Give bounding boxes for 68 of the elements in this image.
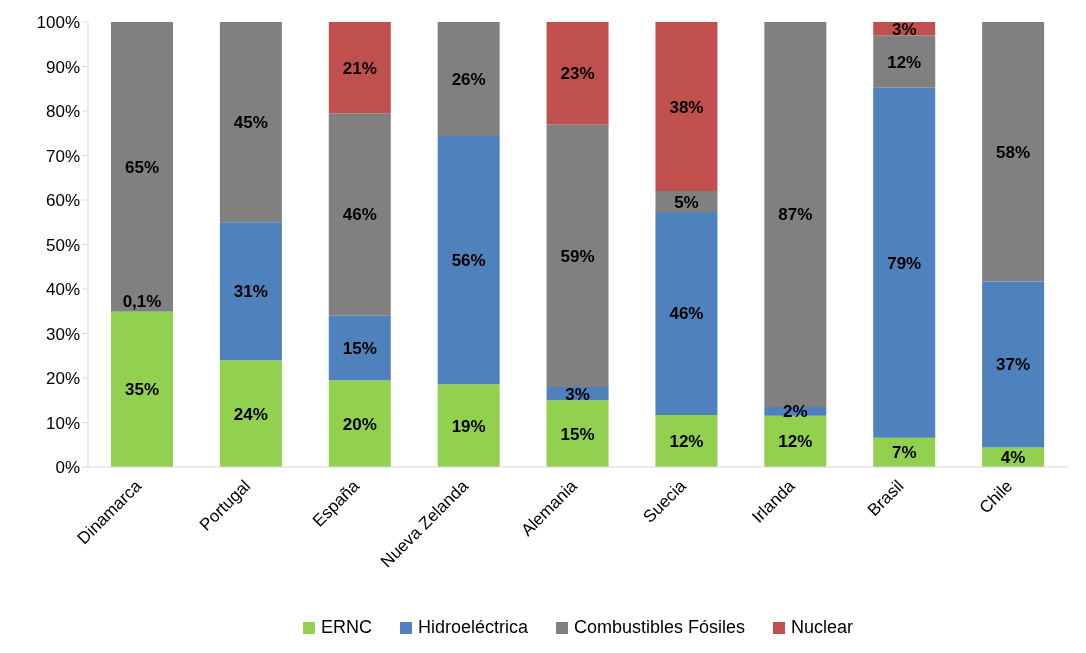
data-label: 21% — [342, 58, 377, 78]
y-tick-label: 20% — [45, 369, 80, 389]
y-tick-label: 30% — [45, 324, 80, 344]
data-label: 19% — [451, 416, 486, 436]
y-tick-label: 0% — [55, 458, 80, 478]
data-label: 15% — [342, 338, 377, 358]
y-tick-label: 40% — [45, 280, 80, 300]
bar — [546, 124, 609, 387]
bar — [546, 22, 609, 125]
data-label: 59% — [560, 246, 595, 266]
data-label: 3% — [565, 384, 590, 404]
y-tick-label: 10% — [45, 413, 80, 433]
y-tick-label: 70% — [45, 146, 80, 166]
y-tick-label: 80% — [45, 102, 80, 122]
bar — [111, 22, 173, 312]
bar — [219, 222, 282, 361]
bar — [328, 113, 391, 316]
bar — [655, 22, 718, 192]
y-tick-label: 100% — [36, 13, 80, 33]
data-label: 15% — [560, 424, 595, 444]
bar — [764, 22, 827, 407]
data-label: 12% — [887, 52, 922, 72]
data-label: 46% — [342, 205, 377, 225]
y-tick-label: 60% — [45, 191, 80, 211]
y-tick-label: 90% — [45, 57, 80, 77]
bar — [873, 35, 936, 88]
legend-label: ERNC — [319, 617, 372, 638]
data-label: 38% — [669, 97, 704, 117]
bar — [655, 414, 718, 467]
data-label: 7% — [891, 443, 917, 463]
data-label: 24% — [233, 404, 268, 424]
legend-label: Nuclear — [790, 617, 854, 638]
bar — [873, 87, 936, 438]
data-label: 65% — [124, 157, 160, 177]
data-label: 23% — [560, 64, 595, 84]
bar — [437, 384, 500, 467]
data-label: 45% — [233, 113, 268, 133]
legend-label: Hidroeléctrica — [416, 617, 528, 638]
data-label: 56% — [451, 251, 486, 271]
legend-label: Combustibles Fósiles — [573, 617, 746, 638]
bar — [328, 380, 391, 467]
bar — [219, 22, 282, 223]
bar — [437, 22, 500, 136]
data-label: 3% — [891, 19, 917, 39]
bar — [219, 360, 282, 467]
data-label: 12% — [669, 431, 704, 451]
data-label: 12% — [778, 432, 813, 452]
bar — [655, 212, 718, 415]
data-label: 37% — [996, 355, 1031, 375]
data-label: 87% — [778, 205, 813, 225]
data-label: 0,1% — [122, 292, 162, 312]
data-label: 31% — [233, 282, 268, 302]
y-tick-label: 50% — [45, 235, 80, 255]
data-label: 20% — [342, 414, 377, 434]
data-label: 79% — [887, 253, 922, 273]
bar — [982, 22, 1045, 282]
data-label: 46% — [669, 304, 704, 324]
bar — [437, 135, 500, 385]
data-label: 35% — [124, 380, 160, 400]
data-label: 5% — [674, 192, 699, 212]
data-label: 58% — [996, 142, 1031, 162]
bar — [982, 281, 1045, 448]
data-label: 4% — [1000, 448, 1026, 468]
bar — [111, 311, 173, 467]
data-label: 26% — [451, 69, 486, 89]
bar — [328, 22, 391, 114]
bar — [546, 400, 609, 467]
bar — [328, 315, 391, 381]
